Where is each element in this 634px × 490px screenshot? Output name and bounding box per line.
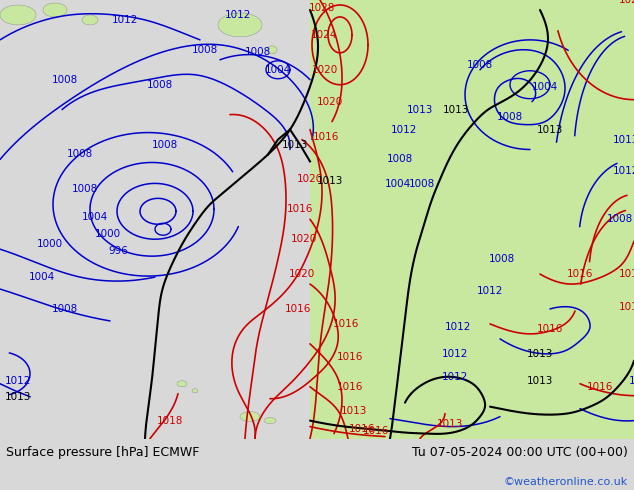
Polygon shape: [264, 417, 276, 423]
Text: 1020: 1020: [312, 65, 338, 75]
Text: 1020: 1020: [297, 174, 323, 184]
Text: 1020: 1020: [291, 234, 317, 244]
Text: 1008: 1008: [489, 254, 515, 264]
Polygon shape: [43, 3, 67, 17]
Text: 1013: 1013: [443, 105, 469, 115]
Polygon shape: [82, 15, 98, 25]
Text: 1024: 1024: [311, 30, 337, 40]
Text: 1012: 1012: [442, 349, 468, 359]
Text: 1008: 1008: [607, 214, 633, 224]
Text: 1: 1: [629, 376, 634, 386]
Text: 1016: 1016: [313, 131, 339, 142]
Polygon shape: [267, 46, 277, 54]
Text: 1028: 1028: [309, 3, 335, 13]
Text: 1012: 1012: [477, 286, 503, 296]
Text: 1016: 1016: [537, 324, 563, 334]
Text: 1004: 1004: [82, 212, 108, 222]
Text: 1018: 1018: [157, 416, 183, 426]
Text: 1008: 1008: [497, 112, 523, 122]
Text: 1008: 1008: [387, 154, 413, 165]
Polygon shape: [192, 389, 198, 392]
Polygon shape: [0, 5, 36, 25]
Text: 1008: 1008: [409, 179, 435, 190]
Text: 1016: 1016: [567, 269, 593, 279]
Text: 1016: 1016: [285, 304, 311, 314]
Polygon shape: [218, 13, 262, 37]
Text: Tu 07-05-2024 00:00 UTC (00+00): Tu 07-05-2024 00:00 UTC (00+00): [412, 446, 628, 460]
Text: 1012: 1012: [391, 124, 417, 135]
Text: 1012: 1012: [112, 15, 138, 25]
Text: 1020: 1020: [619, 0, 634, 5]
Polygon shape: [177, 381, 187, 387]
Text: 1000: 1000: [37, 239, 63, 249]
Text: 1000: 1000: [95, 229, 121, 239]
Text: ©weatheronline.co.uk: ©weatheronline.co.uk: [503, 477, 628, 487]
Text: 1016: 1016: [587, 382, 613, 392]
Text: 1018: 1018: [619, 302, 634, 312]
Text: 1016: 1016: [287, 204, 313, 214]
Text: 1008: 1008: [72, 184, 98, 195]
Text: 1008: 1008: [52, 304, 78, 314]
Text: 1013: 1013: [613, 135, 634, 145]
Text: 1020: 1020: [289, 269, 315, 279]
Text: 1004: 1004: [265, 65, 291, 75]
Text: 1012: 1012: [613, 167, 634, 176]
Text: 1012: 1012: [5, 376, 31, 386]
Text: 1016: 1016: [337, 382, 363, 392]
Text: 1012: 1012: [445, 322, 471, 332]
Text: 1013: 1013: [5, 392, 31, 402]
Polygon shape: [310, 0, 634, 439]
Text: 1004: 1004: [385, 179, 411, 190]
Text: 1013: 1013: [527, 349, 553, 359]
Text: 1008: 1008: [52, 75, 78, 85]
Text: 1008: 1008: [147, 80, 173, 90]
Text: 1013: 1013: [527, 376, 553, 386]
Text: 1008: 1008: [245, 47, 271, 57]
Text: 1004: 1004: [29, 272, 55, 282]
Text: 1013: 1013: [341, 406, 367, 416]
Text: 1013: 1013: [281, 140, 308, 149]
Text: 1008: 1008: [192, 45, 218, 55]
Text: 1012: 1012: [225, 10, 251, 20]
Text: Surface pressure [hPa] ECMWF: Surface pressure [hPa] ECMWF: [6, 446, 200, 460]
Text: 1018: 1018: [619, 269, 634, 279]
Text: 1016: 1016: [363, 426, 389, 436]
Text: 1008: 1008: [152, 140, 178, 149]
Polygon shape: [240, 412, 260, 421]
Text: 1012: 1012: [442, 372, 468, 382]
Text: 1004: 1004: [532, 82, 558, 92]
Text: 996: 996: [108, 246, 128, 256]
Text: 1008: 1008: [467, 60, 493, 70]
Text: 1008: 1008: [67, 149, 93, 159]
Text: 1013: 1013: [407, 105, 433, 115]
Text: 1013: 1013: [317, 176, 343, 186]
Text: 1013: 1013: [437, 418, 463, 429]
Text: 1020: 1020: [317, 97, 343, 107]
Text: 1016: 1016: [333, 319, 359, 329]
Text: 1016: 1016: [349, 423, 375, 434]
Text: 1016: 1016: [337, 352, 363, 362]
Text: 1013: 1013: [537, 124, 563, 135]
